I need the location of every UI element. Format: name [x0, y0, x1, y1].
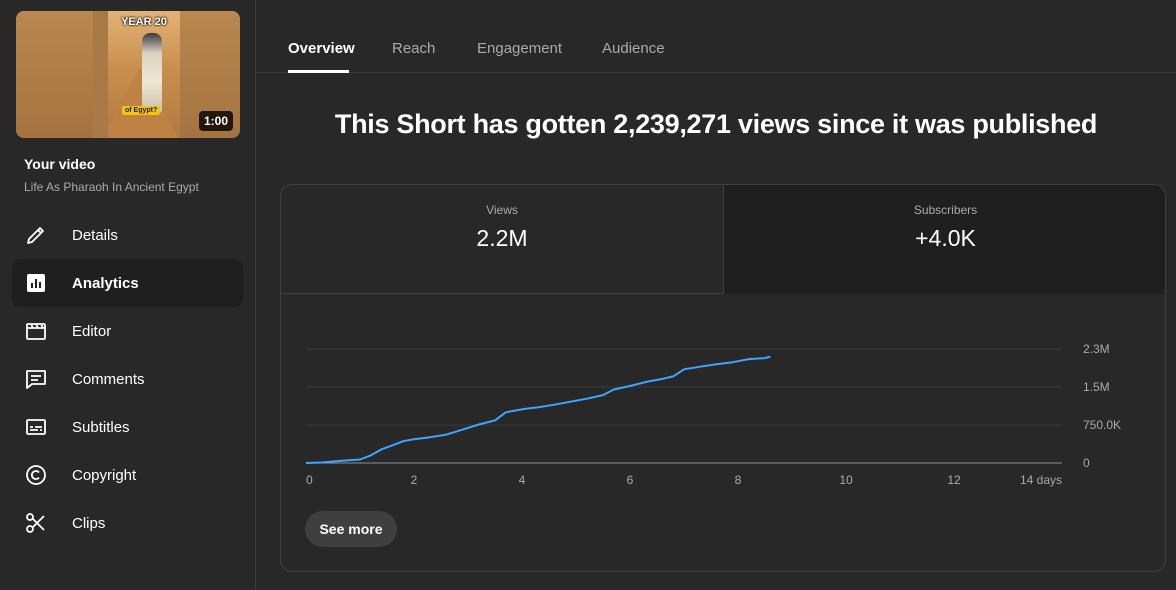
y-tick-label: 750.0K: [1083, 418, 1121, 432]
metric-value: +4.0K: [915, 225, 976, 251]
x-tick-label: 6: [627, 473, 634, 487]
sidebar-item-copyright[interactable]: Copyright: [12, 451, 243, 499]
main-content: Overview Reach Engagement Audience This …: [256, 0, 1176, 590]
copyright-icon: [24, 463, 48, 487]
overview-card: Views 2.2M Subscribers +4.0K 0 750.0K 1.5M…: [280, 184, 1166, 572]
see-more-button[interactable]: See more: [305, 511, 397, 547]
sidebar: YEAR 20 of Egypt? 1:00 Your video Life A…: [0, 0, 256, 590]
metric-views[interactable]: Views 2.2M: [281, 185, 724, 294]
sidebar-item-label: Editor: [72, 322, 112, 340]
sidebar-item-clips[interactable]: Clips: [12, 499, 243, 547]
tab-reach[interactable]: Reach: [392, 40, 436, 57]
analytics-icon: [24, 271, 48, 295]
sidebar-item-label: Details: [72, 226, 118, 244]
sidebar-nav: Details Analytics Editor Comments Subtit…: [12, 211, 243, 547]
series-line: [305, 355, 771, 464]
pencil-icon: [24, 223, 48, 247]
active-tab-indicator: [288, 70, 349, 73]
thumbnail-caption: of Egypt?: [122, 106, 161, 115]
duration-badge: 1:00: [198, 111, 233, 131]
comment-icon: [24, 367, 48, 391]
thumbnail-overlay-title: YEAR 20: [121, 16, 167, 28]
sidebar-item-details[interactable]: Details: [12, 211, 243, 259]
metric-label: Views: [486, 203, 518, 217]
x-tick-label: 10: [839, 473, 853, 487]
y-tick-label: 2.3M: [1083, 342, 1110, 356]
sidebar-item-label: Comments: [72, 370, 145, 388]
x-tick-label: 0: [306, 473, 313, 487]
pharaoh-figure: [142, 33, 162, 113]
tab-overview[interactable]: Overview: [288, 40, 355, 57]
video-title: Life As Pharaoh In Ancient Egypt: [24, 180, 199, 194]
tab-engagement[interactable]: Engagement: [477, 40, 563, 57]
your-video-label: Your video: [24, 156, 96, 172]
x-tick-label: 8: [735, 473, 742, 487]
sidebar-item-comments[interactable]: Comments: [12, 355, 243, 403]
metric-value: 2.2M: [476, 225, 528, 251]
page-headline: This Short has gotten 2,239,271 views si…: [334, 109, 1098, 139]
metric-label: Subscribers: [913, 203, 978, 217]
clapperboard-icon: [24, 319, 48, 343]
y-tick-label: 1.5M: [1083, 380, 1110, 394]
sidebar-item-label: Clips: [72, 514, 106, 532]
thumbnail-frame: [108, 11, 180, 138]
x-tick-label: 12: [947, 473, 961, 487]
sidebar-item-label: Subtitles: [72, 418, 130, 436]
video-thumbnail[interactable]: YEAR 20 of Egypt? 1:00: [16, 11, 240, 138]
sidebar-item-editor[interactable]: Editor: [12, 307, 243, 355]
thumbnail-blur-left: [16, 11, 93, 138]
sidebar-item-subtitles[interactable]: Subtitles: [12, 403, 243, 451]
x-tick-label: 14 days: [1020, 473, 1062, 487]
subtitles-icon: [24, 415, 48, 439]
sidebar-item-label: Analytics: [72, 274, 139, 292]
x-tick-label: 4: [519, 473, 526, 487]
x-tick-label: 2: [411, 473, 418, 487]
views-line-chart: 0 750.0K 1.5M 2.3M 0 2 4 6 8 10 12 14 days: [305, 342, 1121, 487]
sidebar-item-label: Copyright: [72, 466, 137, 484]
tab-audience[interactable]: Audience: [602, 40, 665, 57]
y-tick-label: 0: [1083, 456, 1090, 470]
analytics-tabs: Overview Reach Engagement Audience: [256, 0, 1176, 73]
scissors-icon: [24, 511, 48, 535]
sidebar-item-analytics[interactable]: Analytics: [12, 259, 243, 307]
metric-subscribers[interactable]: Subscribers +4.0K: [724, 185, 1165, 294]
